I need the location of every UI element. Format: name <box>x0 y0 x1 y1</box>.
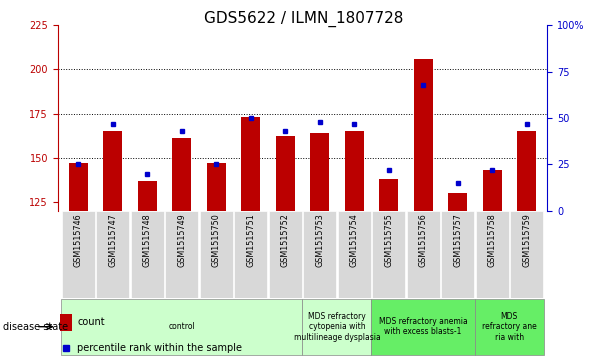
Text: disease state: disease state <box>3 322 68 332</box>
Text: MDS
refractory ane
ria with: MDS refractory ane ria with <box>482 312 537 342</box>
Bar <box>241 117 260 211</box>
Bar <box>345 131 364 211</box>
Bar <box>61 299 303 355</box>
Text: GSM1515748: GSM1515748 <box>143 213 152 267</box>
Bar <box>413 59 433 211</box>
Bar <box>62 211 95 298</box>
Text: GSM1515758: GSM1515758 <box>488 213 497 267</box>
Bar <box>303 211 336 298</box>
Bar <box>172 138 192 211</box>
Bar <box>310 133 329 211</box>
Bar <box>131 211 164 298</box>
Text: GSM1515746: GSM1515746 <box>74 213 83 267</box>
Bar <box>379 179 398 211</box>
Bar <box>483 170 502 211</box>
Bar <box>165 211 198 298</box>
Bar <box>371 299 475 355</box>
Bar <box>60 314 72 331</box>
Text: GSM1515750: GSM1515750 <box>212 213 221 267</box>
Text: GSM1515756: GSM1515756 <box>419 213 427 267</box>
Bar <box>407 211 440 298</box>
Text: GSM1515752: GSM1515752 <box>281 213 290 267</box>
Text: MDS refractory
cytopenia with
multilineage dysplasia: MDS refractory cytopenia with multilinea… <box>294 312 381 342</box>
Text: control: control <box>168 322 195 331</box>
Bar <box>269 211 302 298</box>
Bar <box>234 211 268 298</box>
Bar <box>372 211 405 298</box>
Text: GSM1515754: GSM1515754 <box>350 213 359 267</box>
Bar <box>138 180 157 211</box>
Text: GSM1515749: GSM1515749 <box>178 213 186 267</box>
Text: GSM1515751: GSM1515751 <box>246 213 255 267</box>
Bar <box>475 299 544 355</box>
Bar <box>96 211 130 298</box>
Text: GSM1515759: GSM1515759 <box>522 213 531 267</box>
Text: GSM1515757: GSM1515757 <box>453 213 462 267</box>
Text: GDS5622 / ILMN_1807728: GDS5622 / ILMN_1807728 <box>204 11 404 27</box>
Bar <box>200 211 233 298</box>
Bar <box>517 131 536 211</box>
Bar <box>510 211 543 298</box>
Bar <box>337 211 371 298</box>
Text: count: count <box>77 317 105 327</box>
Bar <box>103 131 122 211</box>
Bar <box>207 163 226 211</box>
Text: GSM1515753: GSM1515753 <box>315 213 324 267</box>
Bar <box>303 299 371 355</box>
Bar <box>276 136 295 211</box>
Bar <box>475 211 509 298</box>
Text: GSM1515747: GSM1515747 <box>108 213 117 267</box>
Bar <box>441 211 474 298</box>
Text: percentile rank within the sample: percentile rank within the sample <box>77 343 243 354</box>
Bar <box>69 163 88 211</box>
Bar <box>448 193 467 211</box>
Text: MDS refractory anemia
with excess blasts-1: MDS refractory anemia with excess blasts… <box>379 317 468 337</box>
Text: GSM1515755: GSM1515755 <box>384 213 393 267</box>
